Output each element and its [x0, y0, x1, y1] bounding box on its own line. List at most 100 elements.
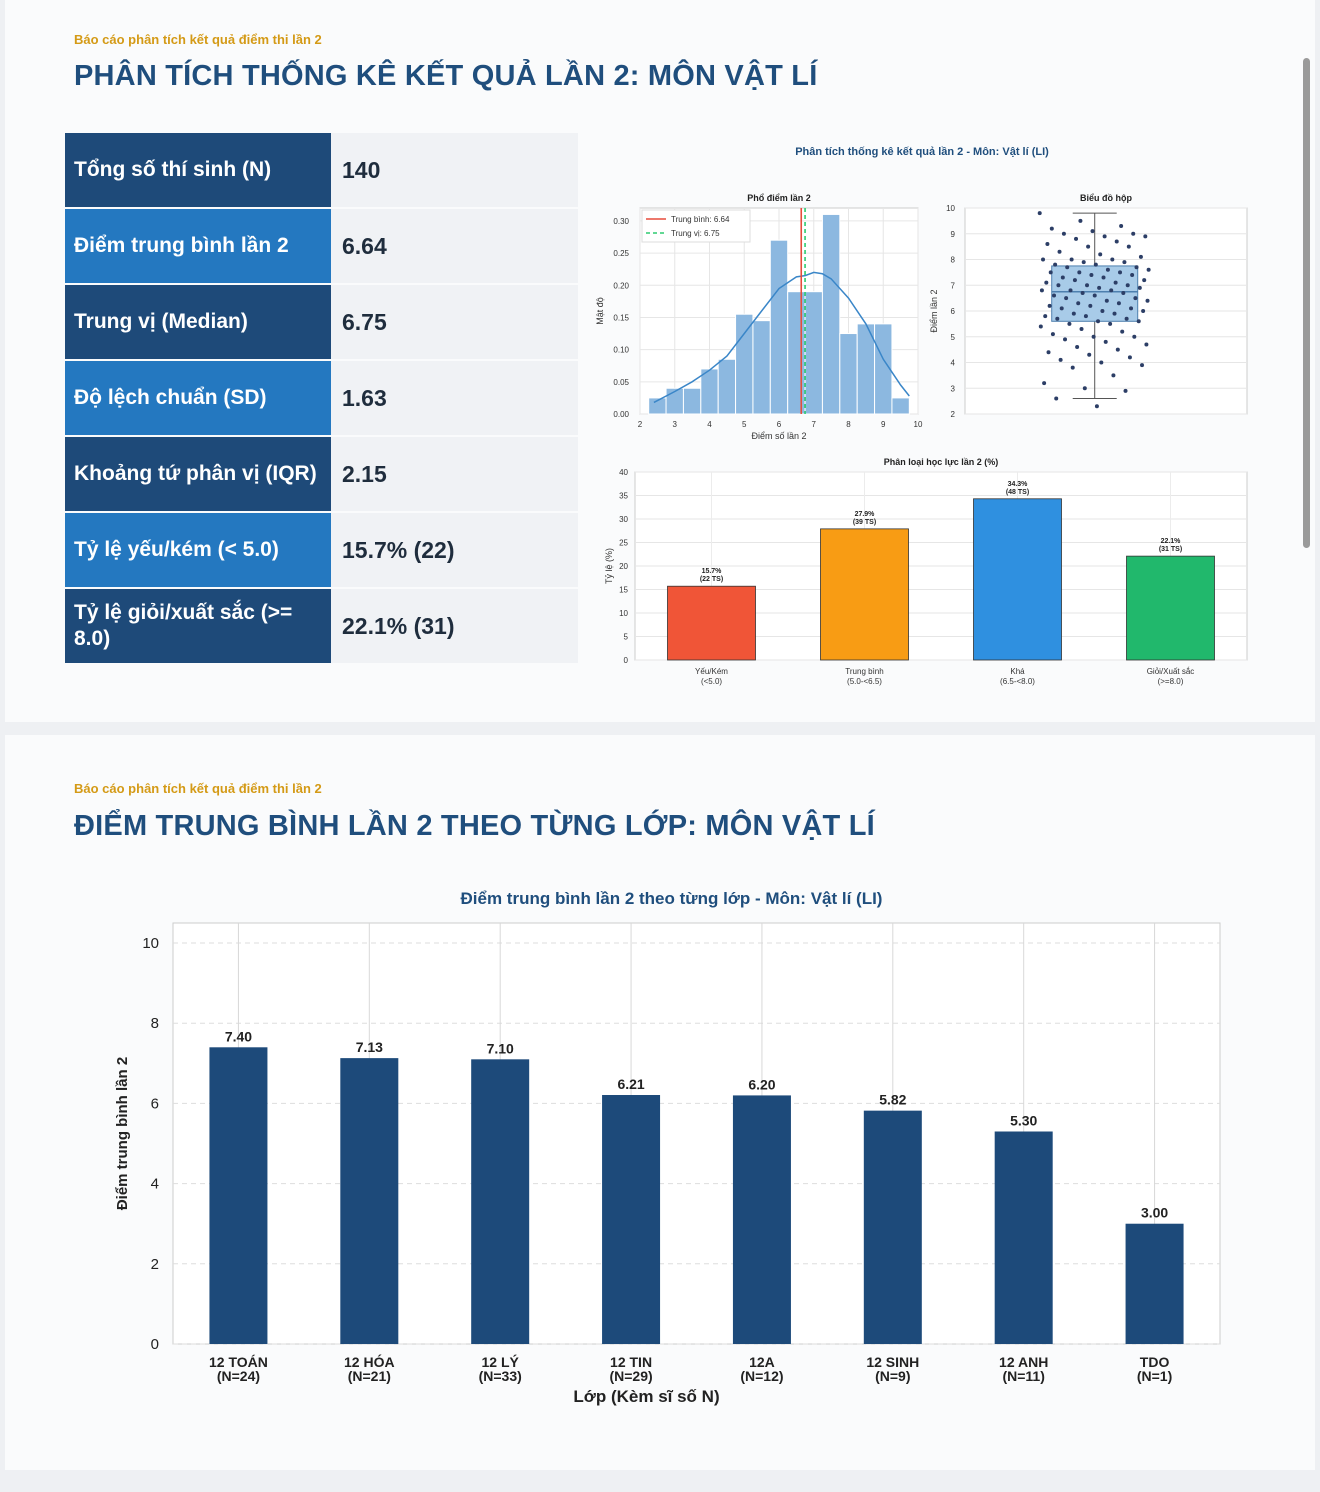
y-tick-label: 5 [951, 333, 956, 342]
classification-title: Phân loại học lực lần 2 (%) [884, 457, 999, 467]
data-point [1134, 265, 1139, 270]
class-bar [994, 1131, 1053, 1344]
scrollbar[interactable] [1303, 58, 1310, 548]
stat-label: Tổng số thí sinh (N) [65, 133, 331, 207]
data-point [1064, 296, 1069, 301]
stat-row-mean: Điểm trung bình lần 2 6.64 [65, 209, 578, 283]
x-tick-label: (N=11) [1002, 1368, 1044, 1384]
y-tick-label: 0.25 [613, 249, 629, 258]
y-axis-label: Mật độ [595, 297, 605, 325]
data-label: 5.82 [879, 1092, 906, 1108]
stat-label: Tỷ lệ giỏi/xuất sắc (>= 8.0) [65, 589, 331, 663]
x-tick-label: (5.0-<6.5) [847, 677, 882, 686]
stat-row-total: Tổng số thí sinh (N) 140 [65, 133, 578, 207]
data-label: 6.20 [748, 1076, 775, 1092]
x-tick-label: TDO [1140, 1354, 1170, 1370]
data-label: 6.21 [617, 1076, 644, 1092]
data-point [1072, 278, 1077, 283]
data-point [1070, 365, 1075, 370]
data-point [1118, 270, 1123, 275]
data-point [1083, 314, 1088, 319]
data-point [1055, 316, 1060, 321]
data-point [1111, 373, 1116, 378]
data-point [1132, 334, 1137, 339]
histogram-bar [804, 291, 823, 415]
data-point [1101, 275, 1106, 280]
data-label: 7.13 [356, 1039, 383, 1055]
data-point [1119, 224, 1124, 229]
data-point [1099, 360, 1104, 365]
y-tick-label: 15 [619, 586, 628, 595]
data-point [1041, 257, 1046, 262]
data-point [1065, 265, 1070, 270]
stat-value: 6.75 [331, 285, 578, 359]
x-axis-label: Điểm số lần 2 [751, 431, 806, 441]
data-point [1116, 301, 1121, 306]
stat-value: 2.15 [331, 437, 578, 511]
y-tick-label: 0.05 [613, 378, 629, 387]
x-tick-label: 12 ANH [999, 1354, 1048, 1370]
data-label: 27.9% [855, 511, 876, 518]
y-tick-label: 0.10 [613, 346, 629, 355]
data-point [1098, 252, 1103, 257]
x-tick-label: (N=12) [740, 1368, 783, 1384]
y-tick-label: 7 [951, 281, 956, 290]
stat-row-iqr: Khoảng tứ phân vị (IQR) 2.15 [65, 437, 578, 511]
y-tick-label: 30 [619, 515, 628, 524]
data-point [1076, 301, 1081, 306]
histogram-bar [839, 333, 858, 415]
data-point [1054, 396, 1059, 401]
classification-bar [973, 498, 1062, 661]
x-tick-label: Khá [1010, 667, 1025, 676]
report-subtitle: Báo cáo phân tích kết quả điểm thi lần 2 [74, 781, 322, 796]
data-label: (39 TS) [853, 519, 876, 526]
y-tick-label: 2 [951, 410, 956, 419]
data-point [1104, 298, 1109, 303]
x-tick-label: 12 SINH [866, 1354, 919, 1370]
data-point [1038, 324, 1043, 329]
boxplot-title: Biểu đồ hộp [1080, 193, 1132, 203]
data-point [1130, 272, 1135, 277]
data-point [1075, 345, 1080, 350]
class-bar [209, 1047, 268, 1344]
data-point [1129, 306, 1134, 311]
data-point [1122, 260, 1127, 265]
data-point [1079, 327, 1084, 332]
y-tick-label: 0 [624, 656, 629, 665]
data-point [1058, 357, 1063, 362]
data-point [1125, 283, 1130, 288]
classification-bar [667, 585, 756, 661]
data-point [1088, 303, 1093, 308]
data-point [1136, 319, 1141, 324]
stats-table: Tổng số thí sinh (N) 140 Điểm trung bình… [65, 133, 578, 665]
data-point [1059, 306, 1064, 311]
data-point [1124, 316, 1129, 321]
x-tick-label: (N=29) [609, 1368, 652, 1384]
x-tick-label: 10 [914, 420, 923, 429]
x-tick-label: 12 TOÁN [209, 1354, 268, 1370]
class-average-card: Báo cáo phân tích kết quả điểm thi lần 2… [5, 735, 1315, 1470]
y-tick-label: 0.15 [613, 313, 629, 322]
y-tick-label: 0.30 [613, 217, 629, 226]
histogram-bar [735, 313, 754, 415]
data-point [1115, 347, 1120, 352]
y-tick-label: 10 [946, 204, 955, 213]
x-tick-label: 12 LÝ [482, 1353, 520, 1370]
data-point [1144, 342, 1149, 347]
x-tick-label: 9 [881, 420, 886, 429]
page-title: ĐIỂM TRUNG BÌNH LẦN 2 THEO TỪNG LỚP: MÔN… [74, 810, 875, 842]
data-point [1050, 332, 1055, 337]
data-point [1037, 211, 1042, 216]
stat-value: 140 [331, 133, 578, 207]
data-point [1085, 283, 1090, 288]
stat-value: 6.64 [331, 209, 578, 283]
histogram-bar [717, 358, 737, 415]
histogram-bar [821, 213, 841, 415]
data-point [1121, 290, 1126, 295]
data-point [1086, 244, 1091, 249]
histogram-bar [682, 387, 702, 415]
data-point [1067, 321, 1072, 326]
classification-bar [1126, 555, 1215, 661]
analysis-chart-figure: Phân tích thống kê kết quả lần 2 - Môn: … [595, 146, 1248, 686]
x-tick-label: (N=33) [479, 1368, 522, 1384]
